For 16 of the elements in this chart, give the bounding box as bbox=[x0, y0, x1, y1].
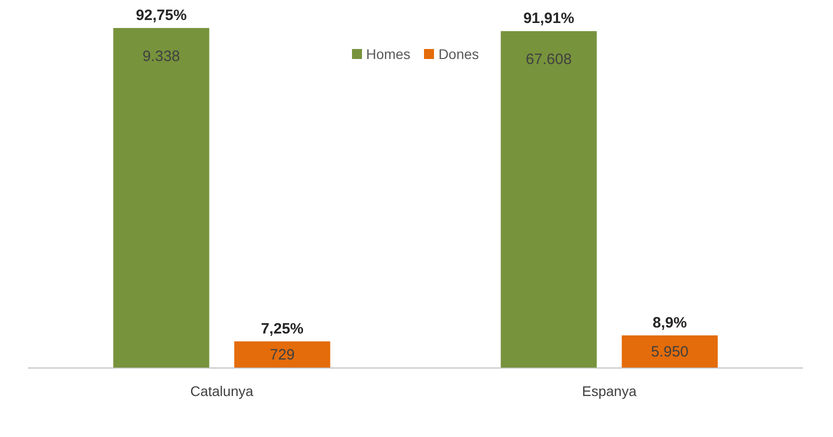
annotation: 67.608 bbox=[526, 51, 572, 68]
annotation: 5.950 bbox=[650, 344, 689, 361]
x-tick-label: Catalunya bbox=[190, 382, 254, 399]
data-label: 92,75% bbox=[136, 7, 187, 24]
annotation: 729 bbox=[270, 346, 295, 364]
data-label: 91,91% bbox=[523, 10, 574, 28]
data-label: 8,9% bbox=[652, 314, 687, 332]
legend-label: Homes bbox=[366, 46, 410, 62]
annotation: 9.338 bbox=[142, 48, 180, 65]
bar bbox=[622, 335, 718, 368]
bar bbox=[234, 341, 330, 368]
data-label: 7,25% bbox=[260, 320, 304, 338]
legend-label: Dones bbox=[438, 46, 479, 62]
bar bbox=[500, 31, 597, 368]
x-tick-label: Espanya bbox=[582, 382, 637, 399]
bar bbox=[113, 28, 210, 368]
